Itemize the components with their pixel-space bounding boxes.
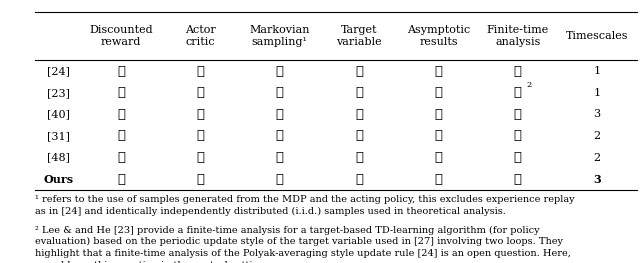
Text: ✓: ✓ — [196, 108, 204, 121]
Text: ✓: ✓ — [117, 129, 125, 143]
Text: ✗: ✗ — [117, 108, 125, 121]
Text: 1: 1 — [593, 88, 601, 98]
Text: ✓: ✓ — [355, 151, 363, 164]
Text: ² Lee & and He [23] provide a finite-time analysis for a target-based TD-learnin: ² Lee & and He [23] provide a finite-tim… — [35, 225, 571, 263]
Text: ✓: ✓ — [514, 129, 522, 143]
Text: ✗: ✗ — [435, 65, 442, 78]
Text: Markovian
sampling¹: Markovian sampling¹ — [250, 25, 310, 47]
Text: ✓: ✓ — [514, 173, 522, 186]
Text: ✓: ✓ — [514, 108, 522, 121]
Text: ✓: ✓ — [355, 173, 363, 186]
Text: Timescales: Timescales — [566, 31, 628, 41]
Text: ¹ refers to the use of samples generated from the MDP and the acting policy, thi: ¹ refers to the use of samples generated… — [35, 195, 575, 216]
Text: [23]: [23] — [47, 88, 70, 98]
Text: Asymptotic
results: Asymptotic results — [407, 25, 470, 47]
Text: [31]: [31] — [47, 131, 70, 141]
Text: ✓: ✓ — [355, 65, 363, 78]
Text: ✓: ✓ — [276, 151, 284, 164]
Text: [40]: [40] — [47, 109, 70, 119]
Text: 2: 2 — [593, 131, 601, 141]
Text: Ours: Ours — [43, 174, 74, 185]
Text: 1: 1 — [593, 66, 601, 76]
Text: 2: 2 — [526, 82, 531, 89]
Text: 2: 2 — [593, 153, 601, 163]
Text: ✗: ✗ — [435, 129, 442, 143]
Text: [24]: [24] — [47, 66, 70, 76]
Text: ✗: ✗ — [276, 65, 284, 78]
Text: ✓: ✓ — [514, 86, 522, 99]
Text: 3: 3 — [593, 174, 601, 185]
Text: ✓: ✓ — [196, 173, 204, 186]
Text: ✓: ✓ — [196, 65, 204, 78]
Text: ✗: ✗ — [514, 65, 522, 78]
Text: ✓: ✓ — [276, 129, 284, 143]
Text: ✓: ✓ — [196, 129, 204, 143]
Text: ✓: ✓ — [435, 86, 442, 99]
Text: ✗: ✗ — [196, 151, 204, 164]
Text: ✓: ✓ — [117, 151, 125, 164]
Text: ✗: ✗ — [435, 108, 442, 121]
Text: ✓: ✓ — [117, 173, 125, 186]
Text: Finite-time
analysis: Finite-time analysis — [486, 25, 549, 47]
Text: ✗: ✗ — [355, 108, 363, 121]
Text: ✓: ✓ — [276, 173, 284, 186]
Text: ✓: ✓ — [355, 86, 363, 99]
Text: ✓: ✓ — [117, 86, 125, 99]
Text: ✗: ✗ — [355, 129, 363, 143]
Text: Target
variable: Target variable — [336, 25, 382, 47]
Text: ✓: ✓ — [435, 151, 442, 164]
Text: ✓: ✓ — [276, 108, 284, 121]
Text: ✗: ✗ — [514, 151, 522, 164]
Text: ✓: ✓ — [435, 173, 442, 186]
Text: ✗: ✗ — [196, 86, 204, 99]
Text: 3: 3 — [593, 109, 601, 119]
Text: ✓: ✓ — [117, 65, 125, 78]
Text: Discounted
reward: Discounted reward — [89, 25, 153, 47]
Text: [48]: [48] — [47, 153, 70, 163]
Text: ✗: ✗ — [276, 86, 284, 99]
Text: Actor
critic: Actor critic — [185, 25, 216, 47]
